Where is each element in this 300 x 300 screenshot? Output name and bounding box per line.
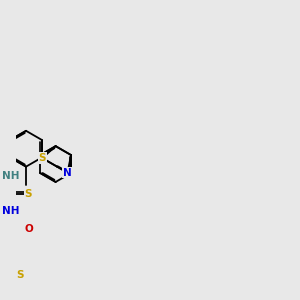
Text: S: S (39, 153, 46, 163)
Text: NH: NH (2, 171, 19, 181)
Text: O: O (24, 224, 33, 234)
Text: N: N (63, 168, 72, 178)
Text: S: S (16, 270, 23, 280)
Text: S: S (25, 188, 32, 199)
Text: NH: NH (2, 206, 19, 216)
